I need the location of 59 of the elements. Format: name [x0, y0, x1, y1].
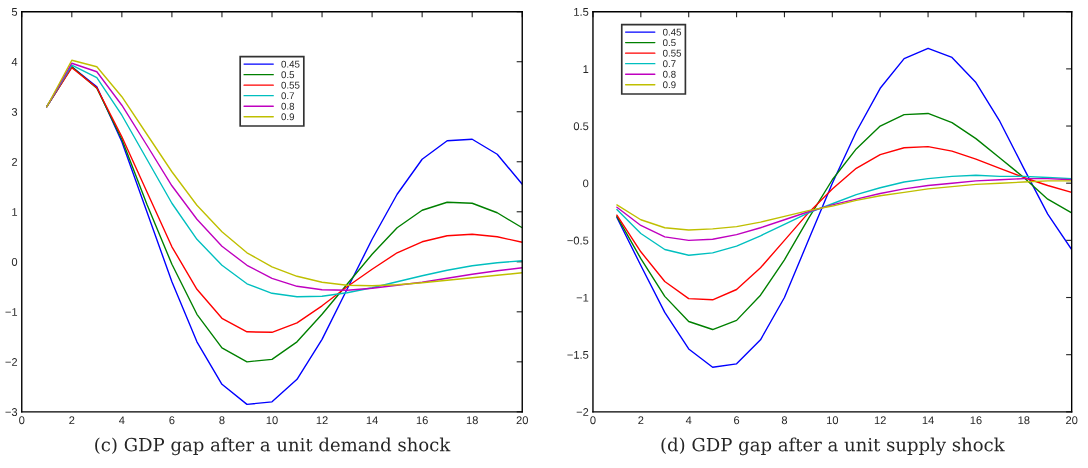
- legend-label: 0.55: [281, 81, 300, 89]
- y-tick-label: −2: [5, 358, 18, 366]
- x-tick-label: 6: [169, 416, 175, 425]
- x-axis-title: (d) GDP gap after a unit supply shock: [661, 437, 1005, 456]
- legend-label: 0.8: [281, 102, 295, 110]
- line-series: [616, 47, 1072, 368]
- x-tick-label: 14: [366, 416, 378, 425]
- x-tick-label: 12: [874, 416, 886, 425]
- legend-label: 0.5: [662, 39, 676, 47]
- y-tick-label: 3: [11, 108, 18, 116]
- x-tick-label: 4: [685, 416, 692, 425]
- legend-label: 0.9: [281, 113, 295, 121]
- x-tick-label: 12: [316, 416, 328, 425]
- x-tick-label: 20: [1066, 416, 1078, 425]
- y-tick-label: 1.5: [574, 8, 589, 16]
- y-tick-label: −1: [576, 293, 589, 302]
- y-tick-label: −0.5: [567, 236, 589, 245]
- y-tick-label: −3: [5, 408, 18, 416]
- x-tick-label: 18: [466, 416, 478, 425]
- legend-label: 0.5: [281, 71, 295, 79]
- line-series: [616, 145, 1072, 301]
- y-tick-label: 0: [11, 258, 18, 266]
- y-tick-label: 0.5: [573, 122, 589, 131]
- line-series: [616, 112, 1072, 331]
- x-tick-label: 8: [781, 416, 788, 425]
- x-tick-label: 10: [826, 416, 839, 425]
- x-tick-label: 4: [119, 416, 125, 425]
- x-tick-label: 6: [734, 416, 740, 425]
- x-tick-label: 14: [922, 416, 934, 425]
- y-tick-label: 4: [11, 58, 18, 66]
- legend-label: 0.55: [662, 49, 682, 57]
- y-tick-label: 0: [583, 179, 589, 188]
- legend-label: 0.7: [662, 60, 676, 68]
- x-tick-label: 2: [638, 416, 644, 425]
- y-tick-label: −1: [5, 308, 18, 316]
- x-tick-label: 16: [970, 416, 982, 425]
- y-tick-label: 1: [583, 65, 589, 73]
- line-series: [616, 174, 1072, 256]
- y-tick-label: −2: [576, 408, 589, 416]
- y-tick-label: 1: [12, 208, 18, 216]
- x-tick-label: 16: [416, 416, 428, 425]
- legend-label: 0.45: [662, 28, 682, 36]
- legend-label: 0.9: [662, 81, 676, 89]
- x-tick-label: 20: [516, 416, 528, 425]
- legend-label: 0.45: [281, 60, 300, 68]
- x-tick-label: 0: [19, 416, 25, 425]
- y-tick-label: 5: [11, 8, 18, 16]
- line-series: [616, 177, 1072, 242]
- y-tick-label: −1.5: [567, 351, 589, 359]
- x-tick-label: 2: [69, 416, 75, 425]
- x-axis-title: (c) GDP gap after a unit demand shock: [95, 437, 451, 456]
- x-tick-label: 0: [590, 416, 596, 425]
- x-tick-label: 8: [219, 416, 225, 425]
- legend-label: 0.8: [662, 70, 676, 78]
- x-tick-label: 10: [266, 416, 278, 425]
- line-series: [616, 180, 1072, 231]
- x-tick-label: 18: [1018, 416, 1030, 425]
- y-tick-label: 2: [11, 158, 18, 166]
- legend-label: 0.7: [281, 92, 295, 100]
